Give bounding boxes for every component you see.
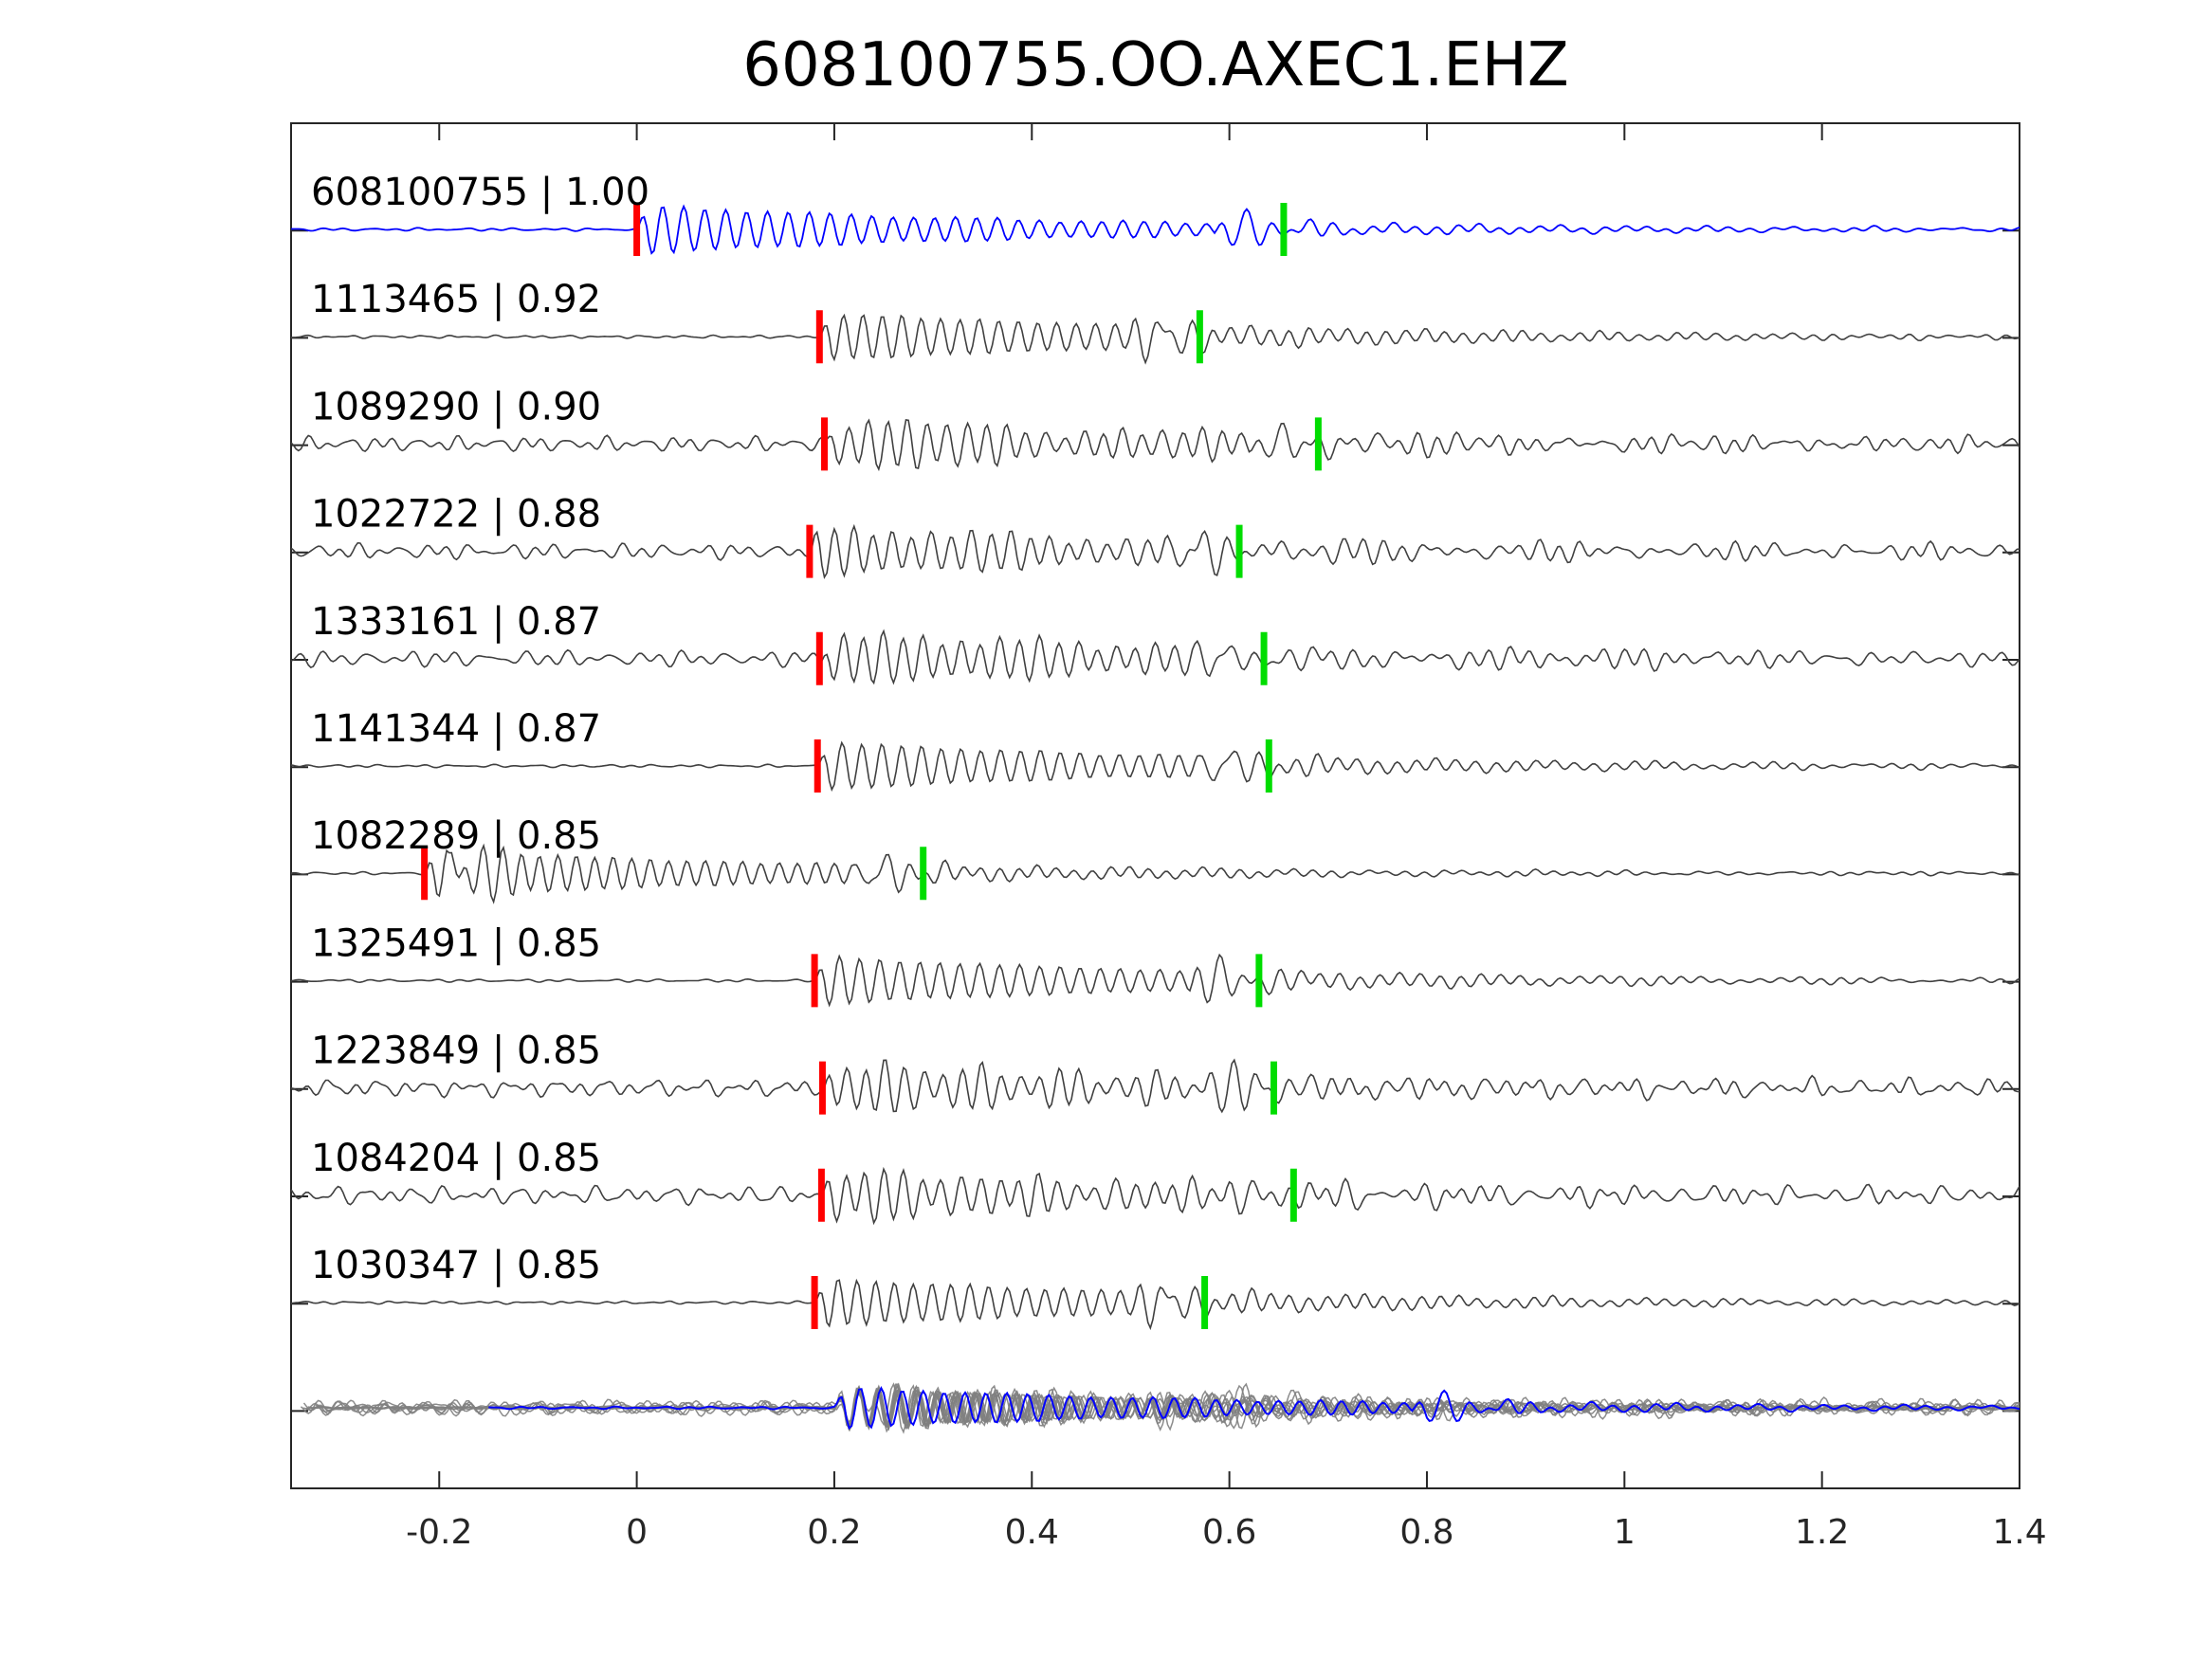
- stack-reference-waveform: [488, 1386, 2020, 1431]
- match-waveform: [291, 843, 2020, 904]
- trace-label: 1333161 | 0.87: [311, 600, 601, 644]
- axes-frame: [290, 122, 2020, 1489]
- trace-label: 1113465 | 0.92: [311, 278, 601, 321]
- x-tick-label: 0.4: [1005, 1513, 1059, 1552]
- match-waveform: [291, 418, 2020, 472]
- trace-label: 1089290 | 0.90: [311, 385, 601, 428]
- x-tick-label: 1.2: [1795, 1513, 1849, 1552]
- x-tick-label: 0.2: [807, 1513, 861, 1552]
- match-waveform: [291, 1058, 2020, 1114]
- trace-label: 1030347 | 0.85: [311, 1244, 601, 1287]
- match-waveform: [291, 629, 2020, 685]
- x-tick-label: 0.6: [1202, 1513, 1256, 1552]
- trace-label: 1084204 | 0.85: [311, 1137, 601, 1180]
- trace-label: 1325491 | 0.85: [311, 921, 601, 965]
- trace-label: 1223849 | 0.85: [311, 1030, 601, 1073]
- x-tick-label: 1.4: [1992, 1513, 2046, 1552]
- match-waveform: [291, 1278, 2020, 1331]
- trace-label: 1022722 | 0.88: [311, 493, 601, 537]
- trace-label: 1082289 | 0.85: [311, 814, 601, 858]
- chart-title: 608100755.OO.AXEC1.EHZ: [742, 30, 1569, 100]
- x-tick-label: 0.8: [1399, 1513, 1453, 1552]
- match-waveform: [291, 953, 2020, 1008]
- match-waveform: [291, 523, 2020, 579]
- match-waveform: [291, 740, 2020, 793]
- match-waveform: [291, 313, 2020, 365]
- reference-waveform: [291, 204, 2020, 255]
- trace-label: 1141344 | 0.87: [311, 707, 601, 751]
- x-tick-label: -0.2: [406, 1513, 472, 1552]
- tick-layer: -0.2 0 0.2 0.4 0.6 0.8 1 1.2 1.4: [291, 122, 2047, 1552]
- plot-area: [291, 203, 2020, 1434]
- stack-waveform: [310, 1387, 2020, 1431]
- x-tick-label: 1: [1614, 1513, 1636, 1552]
- trace-label: 608100755 | 1.00: [311, 171, 649, 214]
- trace-label-layer: 608100755 | 1.00 1113465 | 0.92 1089290 | …: [311, 171, 649, 1287]
- match-waveform: [291, 1166, 2020, 1226]
- x-tick-label: 0: [626, 1513, 648, 1552]
